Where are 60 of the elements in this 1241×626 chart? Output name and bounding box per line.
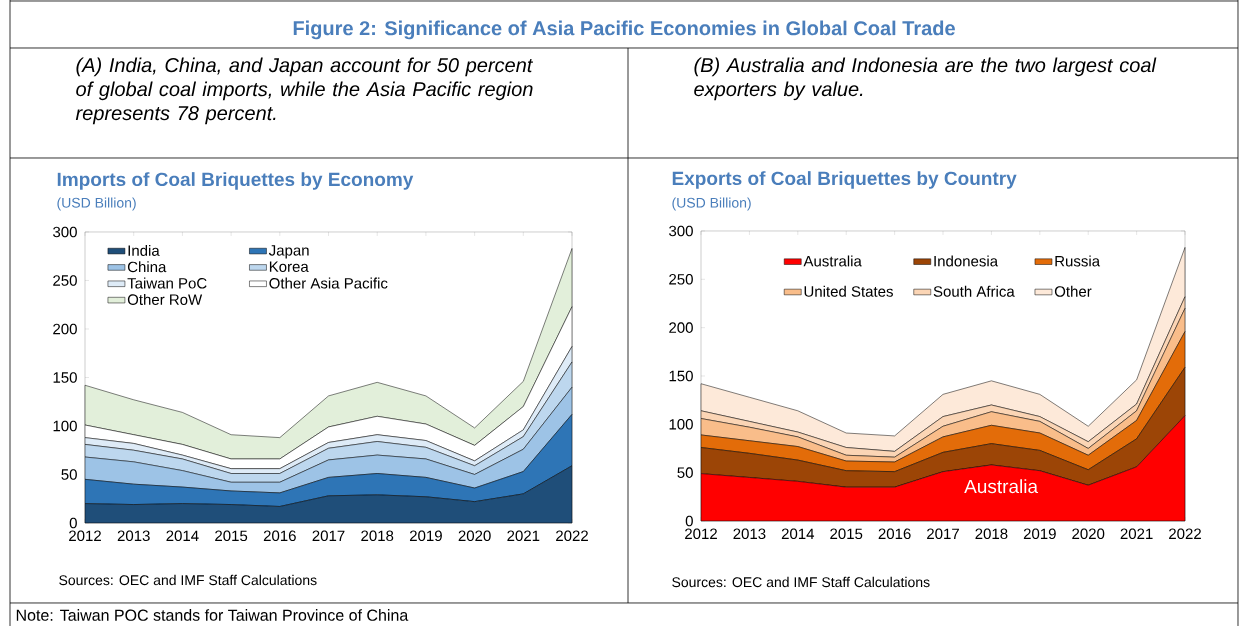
chart-title: Imports of Coal Briquettes by Economy [57, 172, 414, 190]
source-note: Sources: OEC and IMF Staff Calculations [672, 576, 930, 588]
x-tick-label: 2014 [781, 528, 815, 540]
x-tick-label: 2022 [1169, 528, 1201, 540]
legend-label: Indonesia [934, 255, 999, 267]
y-tick-label: 200 [53, 323, 77, 335]
y-tick-label: 50 [677, 467, 693, 478]
y-tick-label: 0 [69, 517, 77, 529]
y-tick-label: 0 [685, 515, 693, 527]
x-tick-label: 2015 [215, 530, 248, 542]
x-tick-label: 2017 [927, 528, 959, 540]
legend-label: Korea [269, 261, 309, 272]
x-tick-label: 2022 [556, 530, 588, 542]
legend-label: Other RoW [127, 293, 203, 305]
chart-title: Exports of Coal Briquettes by Country [672, 171, 1017, 189]
x-tick-label: 2012 [685, 528, 717, 540]
x-tick-label: 2013 [733, 528, 766, 540]
chart-subtitle: (USD Billion) [57, 197, 136, 211]
legend-label: South Africa [933, 285, 1015, 297]
y-tick-label: 50 [61, 469, 77, 480]
caption: Figure 2: Significance of Asia Pacific Economies in Global Coal Trade [293, 20, 955, 40]
legend-label: Russia [1055, 255, 1101, 267]
x-tick-label: 2017 [312, 530, 345, 542]
x-tick-label: 2020 [1072, 528, 1105, 540]
y-tick-label: 150 [53, 372, 77, 383]
y-tick-label: 100 [53, 420, 77, 432]
y-tick-label: 200 [669, 322, 693, 333]
text: (A) India, China, and Japan account for 50 percent of global coal imports, while the Asia Pacific region represents 78 percent. [75, 57, 534, 125]
legend-label: Taiwan PoC [127, 277, 207, 289]
x-tick-label: 2016 [263, 530, 296, 542]
x-tick-label: 2018 [975, 528, 1008, 540]
x-tick-label: 2015 [830, 528, 863, 540]
legend-label: Other Asia Pacific [269, 277, 388, 289]
y-tick-label: 250 [669, 274, 693, 285]
x-tick-label: 2021 [507, 530, 540, 542]
y-tick-label: 150 [669, 370, 693, 382]
y-tick-label: 300 [669, 225, 693, 237]
text: Note: Taiwan POC stands for Taiwan Province of China [16, 609, 409, 621]
legend-label: Japan [268, 245, 309, 259]
legend-label: United States [804, 285, 893, 297]
legend-label: India [128, 244, 160, 256]
x-tick-label: 2018 [361, 530, 394, 542]
source-note: Sources: OEC and IMF Staff Calculations [59, 574, 317, 586]
text: (B) Australia and Indonesia are the two largest coal exporters by value. [694, 57, 1157, 101]
x-tick-label: 2016 [878, 528, 911, 540]
x-tick-label: 2014 [166, 530, 199, 542]
y-tick-label: 100 [669, 419, 693, 430]
y-tick-label: 250 [53, 275, 77, 286]
x-tick-label: 2019 [1023, 528, 1056, 540]
legend-label: China [127, 261, 167, 273]
y-tick-label: 300 [53, 226, 77, 238]
annotation: Australia [964, 479, 1039, 494]
chart-subtitle: (USD Billion) [672, 197, 751, 211]
x-tick-label: 2020 [458, 530, 491, 542]
legend-label: Australia [803, 255, 862, 267]
x-tick-label: 2021 [1120, 528, 1153, 540]
x-tick-label: 2012 [69, 530, 101, 542]
legend-label: Other [1054, 285, 1092, 297]
x-tick-label: 2013 [117, 530, 150, 542]
x-tick-label: 2019 [409, 530, 442, 542]
